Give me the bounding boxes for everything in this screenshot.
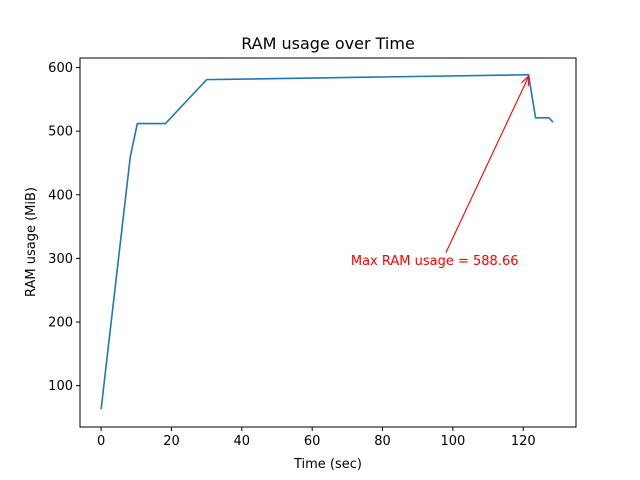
max-ram-arrow — [445, 77, 529, 254]
y-axis-label: RAM usage (MiB) — [24, 187, 39, 297]
x-tick-label: 60 — [304, 434, 321, 449]
y-tick-label: 400 — [48, 188, 73, 203]
plot-area — [100, 73, 554, 410]
x-axis-ticks: 0 20 40 60 80 100 120 — [97, 427, 536, 449]
max-ram-annotation-text: Max RAM usage = 588.66 — [351, 254, 519, 269]
x-tick-label: 80 — [374, 434, 391, 449]
x-axis-label: Time (sec) — [293, 457, 362, 472]
y-axis-ticks: 100 200 300 400 500 600 — [48, 61, 80, 394]
chart-title: RAM usage over Time — [241, 34, 415, 53]
annotation-layer: Max RAM usage = 588.66 — [351, 77, 529, 269]
series-line-0 — [100, 73, 554, 410]
x-tick-label: 0 — [97, 434, 105, 449]
y-tick-label: 300 — [48, 252, 73, 267]
y-tick-label: 200 — [48, 316, 73, 331]
x-tick-label: 100 — [440, 434, 465, 449]
y-tick-label: 500 — [48, 125, 73, 140]
x-tick-label: 20 — [163, 434, 180, 449]
x-tick-label: 120 — [511, 434, 536, 449]
y-tick-label: 600 — [48, 61, 73, 76]
y-tick-label: 100 — [48, 379, 73, 394]
x-tick-label: 40 — [234, 434, 251, 449]
plot-frame — [79, 57, 577, 428]
